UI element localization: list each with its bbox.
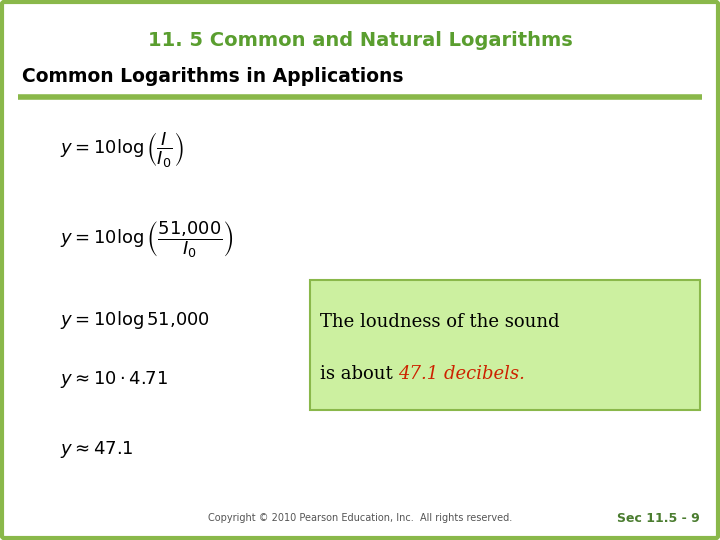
Text: 11. 5 Common and Natural Logarithms: 11. 5 Common and Natural Logarithms [148, 30, 572, 50]
Text: $y = 10 \log 51{,}000$: $y = 10 \log 51{,}000$ [60, 309, 210, 331]
Bar [310, 280, 700, 410]
Text: Copyright © 2010 Pearson Education, Inc.  All rights reserved.: Copyright © 2010 Pearson Education, Inc.… [208, 513, 512, 523]
Text: Sec 11.5 - 9: Sec 11.5 - 9 [617, 511, 700, 524]
Text: 47.1 decibels.: 47.1 decibels. [398, 364, 525, 383]
Text: The loudness of the sound: The loudness of the sound [320, 313, 559, 330]
Text: $y \approx 10 \cdot 4.71$: $y \approx 10 \cdot 4.71$ [60, 369, 168, 390]
Text: $y = 10 \log \left( \dfrac{51{,}000}{I_0} \right)$: $y = 10 \log \left( \dfrac{51{,}000}{I_0… [60, 220, 234, 260]
Text: is about: is about [320, 364, 398, 383]
Text: $y = 10 \log \left( \dfrac{I}{I_0} \right)$: $y = 10 \log \left( \dfrac{I}{I_0} \righ… [60, 131, 184, 170]
Text: Common Logarithms in Applications: Common Logarithms in Applications [22, 68, 403, 86]
Text: $y \approx 47.1$: $y \approx 47.1$ [60, 440, 134, 461]
